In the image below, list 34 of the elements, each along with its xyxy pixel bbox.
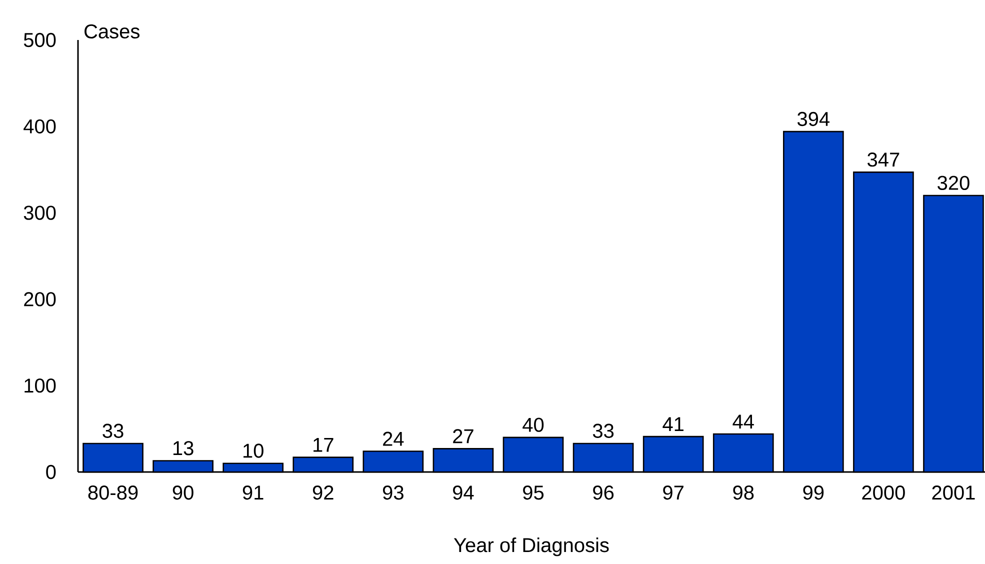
x-tick-label: 98 <box>733 486 754 500</box>
data-label: 320 <box>938 176 970 190</box>
x-tick-label: 93 <box>382 486 404 500</box>
data-label: 24 <box>383 432 404 446</box>
x-tick-label: 2001 <box>932 486 975 500</box>
data-label: 13 <box>173 441 194 456</box>
data-label: 40 <box>522 418 544 432</box>
x-tick-label: 92 <box>312 486 334 500</box>
x-tick-label: 95 <box>523 486 544 500</box>
x-tick-label: 97 <box>663 486 684 500</box>
data-label: 17 <box>314 438 334 452</box>
data-label: 27 <box>453 429 474 444</box>
data-label: 44 <box>732 414 754 428</box>
x-tick-label: 94 <box>453 486 474 500</box>
x-axis-title: Year of Diagnosis <box>454 538 609 556</box>
y-tick-label: 0 <box>46 464 56 480</box>
x-tick-label: 91 <box>242 486 264 500</box>
y-axis-title: Cases <box>84 24 140 38</box>
x-tick-label: 96 <box>593 486 614 500</box>
x-tick-label: 80-89 <box>88 486 138 500</box>
data-label: 41 <box>662 417 684 432</box>
data-label: 33 <box>102 424 124 438</box>
y-tick-label: 300 <box>24 206 56 220</box>
data-label: 10 <box>244 444 264 458</box>
data-label: 347 <box>868 152 900 167</box>
y-tick-label: 100 <box>24 378 56 393</box>
y-tick-label: 500 <box>24 32 56 48</box>
data-label: 394 <box>797 112 830 126</box>
x-tick-label: 90 <box>172 486 194 500</box>
data-label: 33 <box>592 424 614 438</box>
y-tick-label: 400 <box>24 119 56 134</box>
y-tick-label: 200 <box>24 292 56 306</box>
x-tick-label: 99 <box>803 486 824 500</box>
x-tick-label: 2000 <box>862 486 905 500</box>
